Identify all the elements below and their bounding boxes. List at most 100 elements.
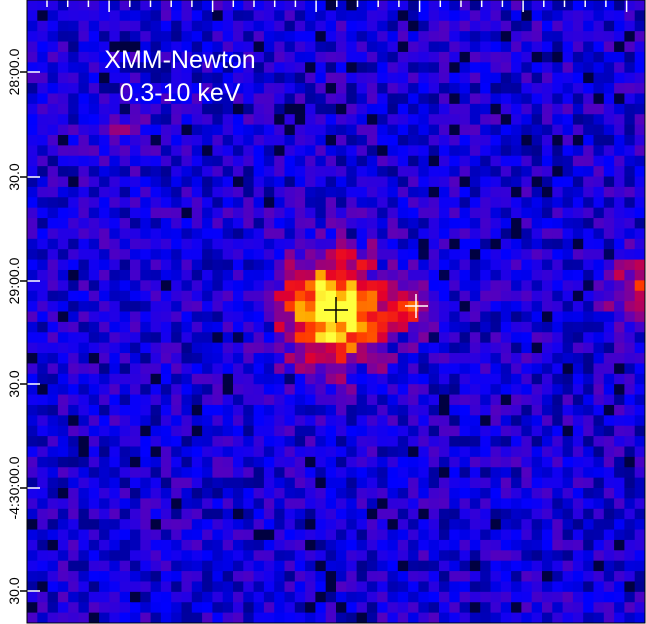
pixel xyxy=(418,592,429,603)
pixel xyxy=(501,457,512,468)
pixel xyxy=(521,301,532,312)
pixel xyxy=(305,322,316,333)
pixel xyxy=(68,31,79,42)
pixel xyxy=(583,322,594,333)
pixel xyxy=(532,550,543,561)
pixel xyxy=(99,509,110,520)
pixel xyxy=(346,197,357,208)
pixel xyxy=(223,301,234,312)
pixel xyxy=(367,613,378,624)
pixel xyxy=(68,332,79,343)
pixel xyxy=(491,446,502,457)
pixel xyxy=(542,145,553,156)
pixel xyxy=(377,125,388,136)
pixel xyxy=(48,488,59,499)
pixel xyxy=(501,488,512,499)
pixel xyxy=(37,218,48,229)
pixel xyxy=(521,343,532,354)
pixel xyxy=(254,312,265,323)
pixel xyxy=(27,540,38,551)
pixel xyxy=(501,187,512,198)
pixel xyxy=(635,602,646,613)
pixel xyxy=(212,135,223,146)
pixel xyxy=(624,125,635,136)
pixel xyxy=(336,260,347,271)
pixel xyxy=(79,166,90,177)
pixel xyxy=(573,218,584,229)
pixel xyxy=(532,21,543,32)
pixel xyxy=(563,156,574,167)
pixel xyxy=(151,446,162,457)
pixel xyxy=(542,260,553,271)
pixel xyxy=(429,52,440,63)
pixel xyxy=(68,498,79,509)
pixel xyxy=(470,436,481,447)
pixel xyxy=(594,395,605,406)
pixel xyxy=(285,602,296,613)
pixel xyxy=(491,457,502,468)
pixel xyxy=(583,270,594,281)
pixel xyxy=(470,478,481,489)
pixel xyxy=(254,260,265,271)
pixel xyxy=(254,415,265,426)
pixel xyxy=(552,42,563,53)
pixel xyxy=(491,52,502,63)
pixel xyxy=(285,104,296,115)
pixel xyxy=(295,446,306,457)
pixel xyxy=(48,135,59,146)
pixel xyxy=(202,446,213,457)
pixel xyxy=(460,374,471,385)
pixel xyxy=(305,384,316,395)
pixel xyxy=(563,530,574,541)
pixel xyxy=(470,114,481,125)
pixel xyxy=(285,312,296,323)
pixel xyxy=(48,395,59,406)
pixel xyxy=(604,83,615,94)
pixel xyxy=(326,260,337,271)
pixel xyxy=(583,426,594,437)
pixel xyxy=(295,280,306,291)
pixel xyxy=(635,436,646,447)
pixel xyxy=(346,446,357,457)
pixel xyxy=(99,218,110,229)
pixel xyxy=(563,395,574,406)
pixel xyxy=(357,197,368,208)
pixel xyxy=(223,218,234,229)
pixel xyxy=(171,519,182,530)
pixel xyxy=(408,592,419,603)
pixel xyxy=(439,177,450,188)
y-tick-label: 29:00.0 xyxy=(6,257,22,304)
pixel xyxy=(336,457,347,468)
pixel xyxy=(418,114,429,125)
pixel xyxy=(37,395,48,406)
pixel xyxy=(151,177,162,188)
pixel xyxy=(212,177,223,188)
pixel xyxy=(109,426,120,437)
pixel xyxy=(305,135,316,146)
pixel xyxy=(233,592,244,603)
pixel xyxy=(109,613,120,624)
pixel xyxy=(171,322,182,333)
pixel xyxy=(388,530,399,541)
pixel xyxy=(470,561,481,572)
pixel xyxy=(37,530,48,541)
pixel xyxy=(480,561,491,572)
pixel xyxy=(202,21,213,32)
pixel xyxy=(202,592,213,603)
pixel xyxy=(521,395,532,406)
pixel xyxy=(130,530,141,541)
pixel xyxy=(254,384,265,395)
pixel xyxy=(233,10,244,21)
pixel xyxy=(274,384,285,395)
pixel xyxy=(563,436,574,447)
pixel xyxy=(89,519,100,530)
pixel xyxy=(439,540,450,551)
pixel xyxy=(182,446,193,457)
pixel xyxy=(429,10,440,21)
pixel xyxy=(491,291,502,302)
pixel xyxy=(130,21,141,32)
pixel xyxy=(511,374,522,385)
pixel xyxy=(151,478,162,489)
pixel xyxy=(367,62,378,73)
pixel xyxy=(192,291,203,302)
